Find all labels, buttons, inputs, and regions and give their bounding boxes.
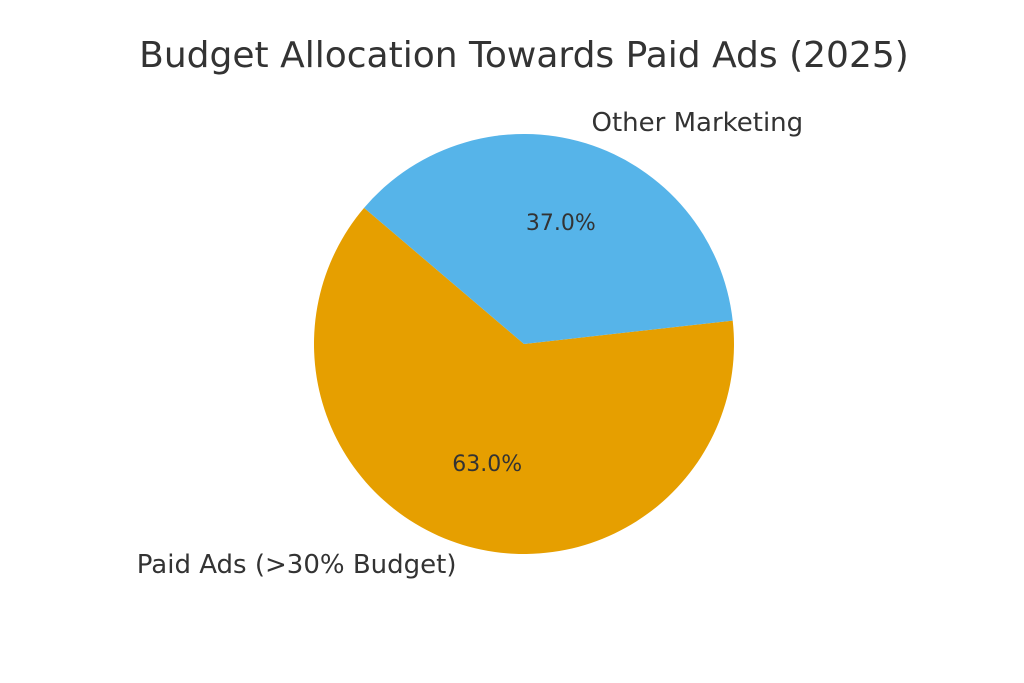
chart-title: Budget Allocation Towards Paid Ads (2025… xyxy=(139,35,909,76)
pie-labels: 63.0% Paid Ads (>30% Budget) 37.0% Other Ma… xyxy=(137,108,803,580)
pie-percent-label-1: 37.0% xyxy=(526,211,596,236)
pie-slices xyxy=(313,134,734,555)
pie-category-label-1: Other Marketing xyxy=(592,108,804,138)
pie-slice-0 xyxy=(313,207,734,555)
pie-percent-label-0: 63.0% xyxy=(452,452,522,477)
pie-category-label-0: Paid Ads (>30% Budget) xyxy=(137,550,457,580)
pie-slice-1 xyxy=(364,134,733,344)
